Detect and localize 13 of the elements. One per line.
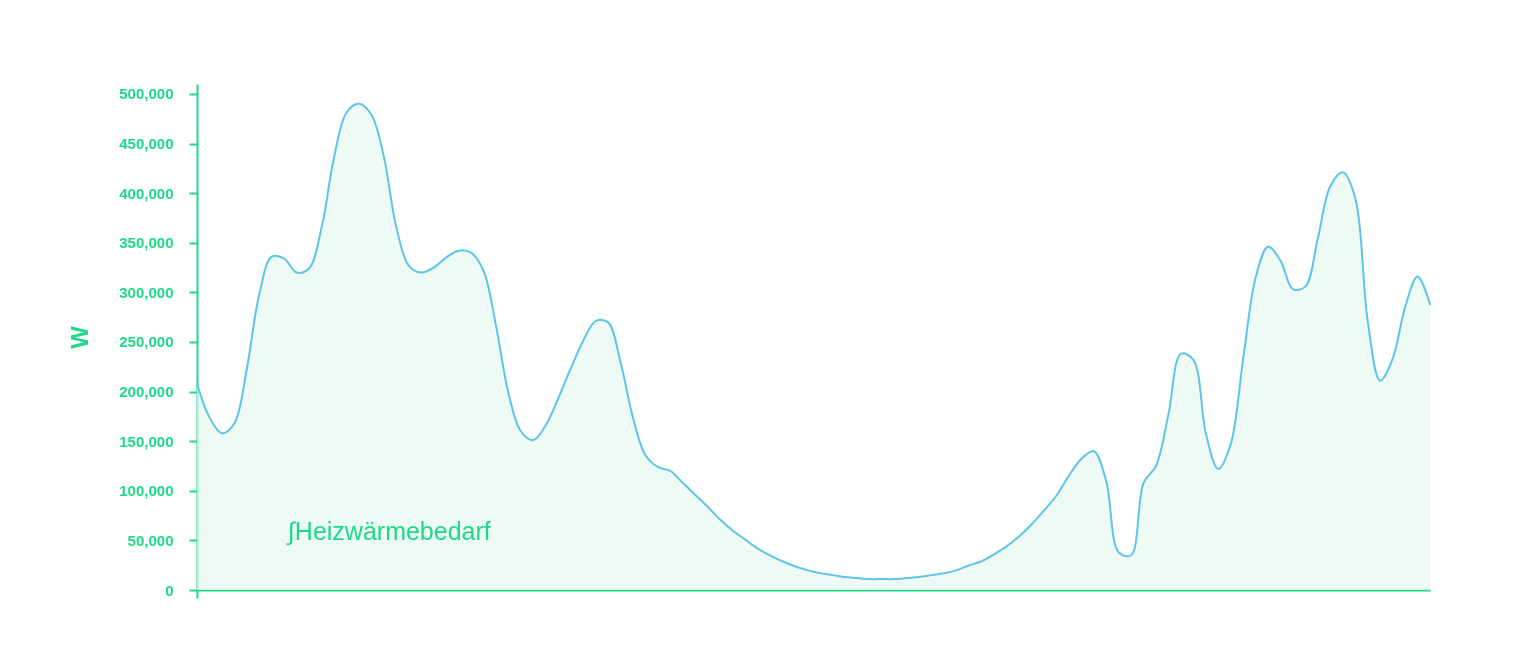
annotation: ∫Heizwärmebedarf	[286, 517, 491, 546]
y-tick-label: 0	[165, 581, 174, 599]
y-axis-title: W	[66, 325, 94, 349]
y-tick-label: 100,000	[119, 482, 174, 500]
y-tick-label: 250,000	[119, 333, 174, 351]
y-tick-label: 300,000	[119, 283, 174, 301]
y-tick-label: 400,000	[119, 184, 174, 202]
y-tick-label: 200,000	[119, 383, 174, 401]
y-tick-label: 150,000	[119, 432, 174, 450]
y-tick-label: 500,000	[119, 85, 174, 103]
y-tick-label: 350,000	[119, 234, 174, 252]
y-tick-label: 50,000	[127, 531, 174, 549]
y-tick-label: 450,000	[119, 135, 174, 153]
